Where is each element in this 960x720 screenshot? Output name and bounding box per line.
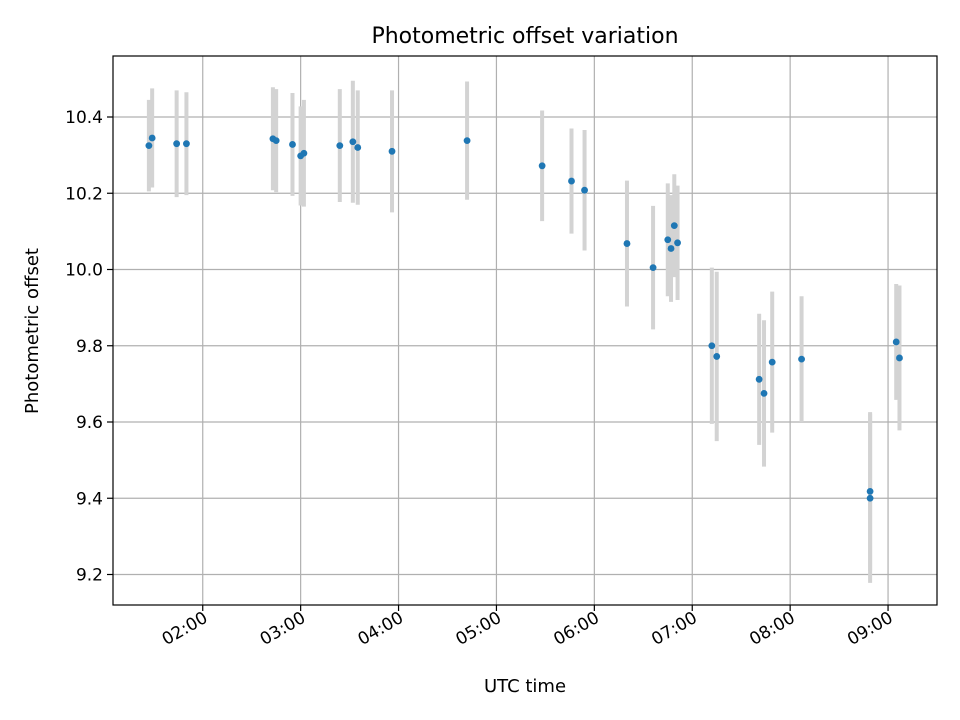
grid: [113, 56, 937, 605]
plot-frame: [112, 55, 938, 606]
data-point: [568, 177, 575, 185]
data-point: [708, 342, 716, 350]
data-point: [760, 390, 768, 397]
error-bars: [146, 80, 902, 583]
y-tick-label: 9.4: [76, 489, 103, 509]
x-tick-label: 02:00: [159, 608, 211, 650]
x-tick-label: 07:00: [648, 608, 700, 650]
data-point: [354, 144, 362, 151]
data-point: [145, 142, 153, 149]
data-point: [581, 186, 588, 194]
data-point: [289, 141, 296, 148]
y-tick-label: 9.6: [76, 413, 103, 433]
data-point: [148, 134, 156, 142]
y-tick-label: 9.8: [76, 337, 103, 357]
data-point: [755, 375, 763, 383]
data-point: [768, 358, 776, 366]
data-point: [300, 149, 308, 157]
data-point: [623, 240, 631, 247]
data-point: [866, 487, 874, 495]
x-tick-label: 08:00: [746, 608, 798, 650]
data-point: [892, 338, 900, 346]
chart-title: Photometric offset variation: [371, 24, 678, 49]
y-axis-label: Photometric offset: [22, 248, 43, 414]
data-point: [272, 137, 280, 145]
data-point: [538, 162, 546, 170]
x-tick-label: 06:00: [550, 608, 602, 650]
data-point: [463, 137, 471, 145]
data-point: [667, 245, 675, 252]
data-points: [145, 134, 903, 502]
y-tick-label: 10.2: [65, 184, 103, 204]
data-point: [713, 353, 721, 360]
y-tick-label: 10.4: [65, 108, 103, 128]
x-tick-label: 05:00: [453, 608, 505, 650]
x-tick-label: 09:00: [844, 608, 896, 650]
data-point: [336, 142, 344, 149]
data-point: [664, 236, 672, 244]
data-point: [670, 222, 678, 230]
y-tick-label: 9.2: [76, 566, 103, 586]
data-point: [173, 140, 181, 148]
data-point: [798, 355, 805, 363]
data-point: [349, 138, 357, 146]
x-tick-label: 04:00: [355, 608, 407, 650]
data-point: [866, 494, 874, 502]
data-point: [183, 140, 190, 148]
data-point: [388, 147, 396, 155]
x-axis-label: UTC time: [484, 676, 566, 697]
data-point: [674, 239, 681, 247]
data-point: [649, 264, 657, 271]
x-tick-label: 03:00: [257, 608, 309, 650]
y-tick-label: 10.0: [65, 261, 103, 281]
data-point: [896, 354, 903, 362]
